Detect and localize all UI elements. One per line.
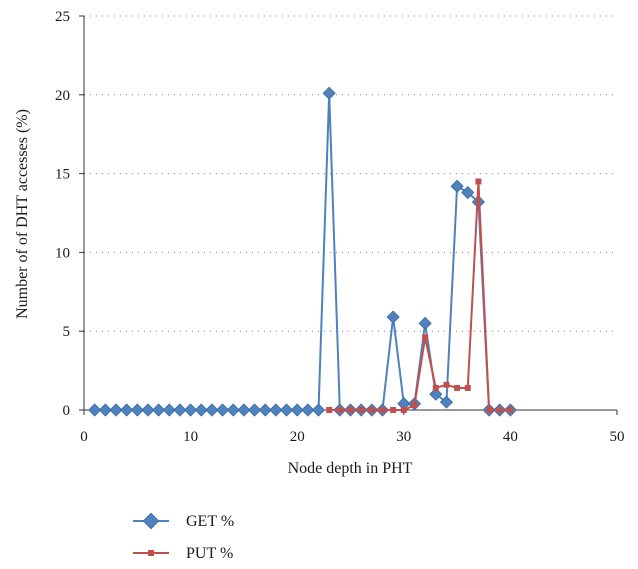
point-get-x3 [109,403,123,417]
point-get-x6 [141,403,155,417]
legend-put-label: PUT % [186,545,233,562]
legend-item-put: PUT % [133,545,233,562]
point-put-x26 [358,407,365,413]
point-get-x13 [216,403,230,417]
point-put-x35 [454,384,461,391]
legend-item-get: GET % [133,512,234,530]
legend-put-square-icon [148,550,154,556]
point-get-x17 [258,403,272,417]
point-get-x34 [439,395,454,409]
point-put-x39 [496,407,503,413]
x-tick-label-50: 50 [610,429,625,445]
point-put-x40 [507,407,514,413]
point-get-x9 [173,403,187,417]
point-get-x4 [120,403,134,417]
point-get-x14 [226,403,240,417]
point-put-x27 [368,407,375,413]
point-get-x29 [386,310,400,324]
point-get-x35 [450,179,464,193]
point-put-x29 [390,407,397,413]
point-put-x37 [475,178,482,185]
series-get [88,86,517,417]
y-axis-label: Number of of DHT accesses (%) [14,109,31,319]
series-line-0 [94,92,511,411]
x-tick-label-10: 10 [183,429,198,445]
point-put-x23 [326,407,333,413]
point-get-x8 [162,403,176,417]
gridlines [84,15,617,332]
point-get-x5 [130,403,144,417]
legend-get-diamond-icon [142,512,160,530]
point-get-x7 [152,403,166,417]
point-get-x10 [184,403,198,417]
point-put-x30 [400,407,407,413]
point-put-x25 [347,407,354,413]
point-get-x19 [279,403,294,417]
point-get-x18 [269,403,283,417]
point-get-x2 [98,403,112,417]
point-put-x31 [411,402,418,409]
x-axis-label: Node depth in PHT [288,460,413,477]
y-tick-label-15: 15 [55,167,70,183]
y-tick-label-10: 10 [55,245,70,261]
x-tick-label-20: 20 [290,429,305,445]
point-get-x1 [88,403,102,417]
data-series [88,86,517,417]
point-put-x28 [379,407,386,413]
point-put-x34 [443,381,450,388]
point-put-x24 [336,407,343,413]
y-tick-label-20: 20 [55,88,70,104]
point-get-x36 [461,185,475,200]
x-tick-label-40: 40 [503,429,518,445]
point-put-x32 [422,334,429,341]
x-tick-label-30: 30 [396,429,411,445]
x-tick-label-0: 0 [80,429,88,445]
legend-get-label: GET % [186,513,234,530]
point-put-x36 [464,384,471,391]
point-get-x21 [301,403,315,417]
axes [79,15,618,415]
point-get-x15 [237,403,251,417]
point-get-x11 [194,403,208,417]
y-tick-labels: 0 5 10 15 20 25 [55,9,70,419]
y-tick-label-25: 25 [55,9,70,25]
point-get-x32 [418,316,432,330]
legend: GET % PUT % [133,512,234,562]
series-put [326,178,514,413]
y-tick-label-5: 5 [63,324,71,340]
y-tick-label-0: 0 [63,403,71,419]
point-put-x33 [432,384,439,391]
point-get-x22 [311,403,326,417]
point-get-x33 [429,387,443,401]
point-get-x20 [290,403,304,417]
point-get-x16 [247,403,262,417]
point-get-x12 [205,403,219,417]
point-get-x23 [322,86,336,100]
x-tick-labels: 0 10 20 30 40 50 [80,429,624,445]
series-line-1 [329,180,511,411]
point-put-x38 [486,407,493,413]
